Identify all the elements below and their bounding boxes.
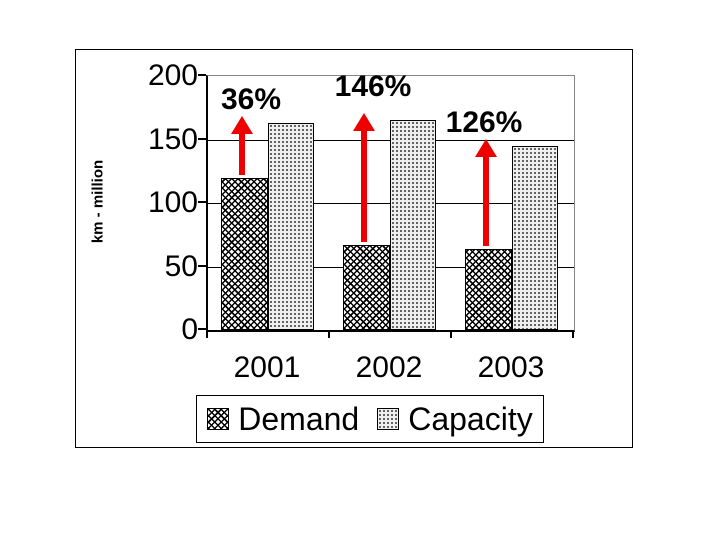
- arrow-head-icon: [231, 115, 253, 134]
- arrow-shaft: [483, 154, 489, 246]
- arrow-head-icon: [475, 138, 497, 157]
- ytick-mark-150: [198, 137, 206, 140]
- pct-label-2002: 146%: [334, 70, 412, 104]
- ytick-mark-0: [198, 328, 206, 330]
- legend-label-demand: Demand: [238, 401, 360, 437]
- ytick-mark-200: [198, 74, 206, 76]
- xcat-label-2003: 2003: [477, 351, 545, 384]
- pct-label-2003: 126%: [445, 105, 523, 139]
- legend-item-capacity: Capacity: [377, 403, 533, 435]
- chart-frame: km - million 0 50 100 150 200 2001 2002 2003 36%…: [75, 49, 633, 448]
- ytick-label-200: 200: [147, 59, 198, 92]
- growth-arrow-2003: [475, 138, 497, 246]
- ytick-label-50: 50: [164, 249, 198, 283]
- capacity-swatch-icon: [377, 408, 400, 430]
- xtick-mark-0: [206, 331, 208, 338]
- legend-label-capacity: Capacity: [408, 401, 533, 437]
- bar-demand-2001: [221, 178, 268, 330]
- xtick-mark-2: [450, 331, 452, 338]
- xtick-mark-1: [328, 331, 330, 338]
- growth-arrow-2002: [353, 113, 375, 242]
- xtick-mark-3: [572, 331, 574, 338]
- ytick-mark-50: [198, 264, 206, 267]
- plot-area: [206, 75, 575, 332]
- pct-label-2001: 36%: [220, 82, 282, 116]
- arrow-head-icon: [353, 113, 375, 132]
- bar-capacity-2003: [512, 146, 558, 330]
- ytick-label-100: 100: [147, 186, 198, 219]
- ytick-label-0: 0: [181, 313, 198, 346]
- xcat-label-2002: 2002: [355, 351, 423, 384]
- growth-arrow-2001: [231, 115, 253, 175]
- ytick-mark-100: [198, 201, 206, 203]
- bar-demand-2002: [343, 245, 390, 330]
- legend-item-demand: Demand: [207, 403, 359, 435]
- xcat-label-2001: 2001: [233, 351, 301, 384]
- demand-swatch-icon: [207, 408, 230, 430]
- legend: Demand Capacity: [196, 395, 544, 443]
- ytick-label-150: 150: [147, 122, 198, 156]
- bar-capacity-2002: [390, 120, 436, 330]
- arrow-shaft: [239, 131, 245, 175]
- y-axis-title: km - million: [89, 159, 107, 244]
- arrow-shaft: [361, 129, 367, 242]
- bar-capacity-2001: [268, 123, 314, 330]
- bar-demand-2003: [465, 249, 512, 330]
